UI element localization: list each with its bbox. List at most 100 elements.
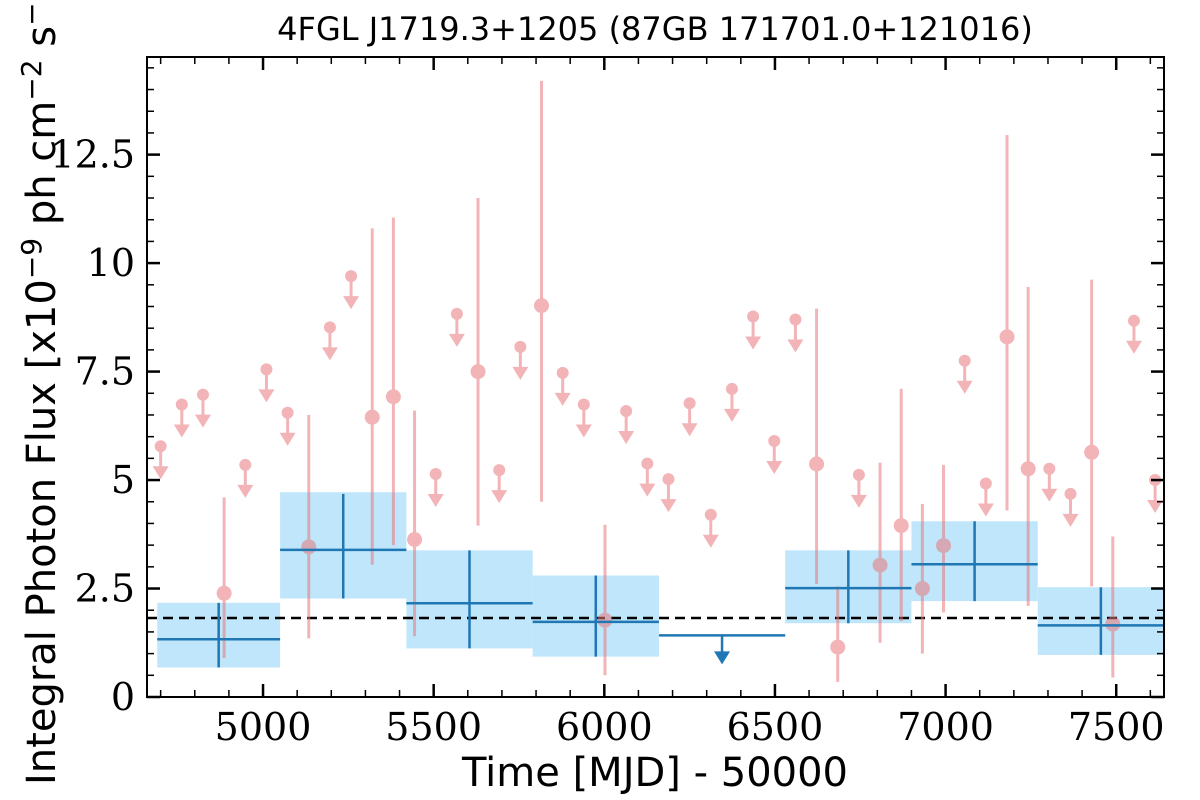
short-bin-upper-limit (681, 397, 698, 437)
short-bin-point (1084, 279, 1100, 587)
short-bin-upper-limit (745, 310, 762, 350)
short-bin-point (385, 217, 401, 546)
short-bin-upper-limit (279, 406, 296, 446)
short-bin-upper-limit (427, 467, 444, 507)
y-tick-label: 0 (111, 675, 135, 719)
long-bin-point (911, 521, 1038, 602)
short-bin-marker (385, 389, 401, 405)
short-bin-marker (999, 329, 1015, 345)
y-axis-label-mid: ph cm (19, 101, 65, 238)
short-bin-marker (830, 639, 846, 655)
long-bin-point (406, 550, 533, 649)
short-bin-upper-limit (723, 382, 740, 422)
upper-limit-arrowhead (237, 484, 254, 498)
short-bin-marker (683, 397, 696, 410)
short-bin-upper-limit (766, 435, 783, 474)
short-bin-marker (1064, 487, 1077, 500)
short-bin-point (597, 524, 613, 676)
upper-limit-arrowhead (258, 389, 275, 403)
short-bin-marker (852, 468, 865, 481)
x-tick-label: 7500 (1068, 705, 1165, 749)
short-bin-marker (704, 508, 717, 521)
short-bin-marker (556, 366, 569, 379)
short-bin-upper-limit (1062, 487, 1079, 527)
short-bin-point (534, 80, 550, 502)
short-bin-marker (809, 456, 825, 472)
upper-limit-arrowhead (321, 347, 338, 361)
short-bin-marker (534, 298, 550, 314)
short-bin-upper-limit (152, 440, 169, 480)
short-bin-marker (470, 364, 486, 380)
long-bin-point (280, 493, 407, 599)
short-bin-marker (260, 363, 273, 376)
short-bin-point (1020, 286, 1036, 606)
upper-limit-arrowhead (850, 494, 867, 508)
upper-limit-arrowhead (152, 466, 169, 480)
upper-limit-arrowhead (956, 380, 973, 394)
x-axis-label: Time [MJD] - 50000 (461, 750, 848, 796)
upper-limit-arrowhead (554, 392, 571, 406)
short-bin-point (809, 308, 825, 585)
long-bin-point (157, 602, 281, 668)
short-bin-upper-limit (448, 307, 465, 347)
short-bin-point (216, 497, 232, 658)
short-bin-marker (281, 406, 294, 419)
axis-ticks: 5000 5500 6000 6500 7000 7500 0 2.5 5 7.5 10 12.5 (50, 57, 1165, 749)
y-tick-label: 2.5 (75, 567, 135, 611)
short-bin-marker (620, 405, 633, 418)
upper-limit-arrowhead (745, 336, 762, 350)
short-bin-point (893, 388, 909, 622)
short-bin-upper-limit (1125, 314, 1142, 354)
short-bin-point (936, 464, 952, 613)
long-bin-point (785, 550, 912, 624)
short-bin-upper-limit (258, 363, 275, 403)
short-bin-point (1105, 536, 1121, 678)
long-bin-point (1037, 587, 1164, 655)
short-bin-marker (429, 467, 442, 480)
y-tick-label: 12.5 (50, 133, 135, 177)
short-bin-marker (1020, 461, 1036, 477)
x-tick-label: 5000 (215, 705, 312, 749)
short-bin-point (364, 228, 380, 565)
short-bin-point (407, 410, 423, 637)
y-axis-label: Integral Photon Flux [x10−9 ph cm−2 s−1] (15, 0, 65, 785)
short-bin-marker (196, 388, 209, 401)
upper-limit-arrowhead (714, 651, 731, 665)
upper-limit-arrowhead (787, 339, 804, 353)
short-bin-marker (662, 473, 675, 486)
y-axis-label-exp1: −9 (15, 238, 48, 279)
short-bin-marker (958, 354, 971, 367)
long-bin-upper-limit (658, 634, 786, 665)
upper-limit-arrowhead (1147, 500, 1164, 514)
y-axis-label-prefix: Integral Photon Flux [x10 (19, 279, 65, 785)
short-bin-marker (493, 464, 506, 477)
upper-limit-arrowhead (491, 490, 508, 504)
short-bin-marker (323, 321, 336, 334)
short-bin-upper-limit (343, 270, 360, 310)
y-axis-label-mid2: s (19, 26, 65, 60)
short-bin-marker (301, 539, 317, 555)
chart-title: 4FGL J1719.3+1205 (87GB 171701.0+121016) (277, 10, 1033, 48)
upper-limit-arrowhead (681, 423, 698, 437)
upper-limit-arrowhead (512, 366, 529, 380)
upper-limit-arrowhead (660, 499, 677, 513)
short-bin-upper-limit (977, 477, 994, 517)
short-bin-upper-limit (321, 321, 338, 361)
y-axis-label-exp2: −2 (15, 59, 48, 100)
upper-limit-arrowhead (194, 414, 211, 428)
short-bin-marker (893, 518, 909, 534)
y-tick-label: 10 (87, 241, 135, 285)
short-bin-point (830, 586, 846, 682)
short-bin-marker (768, 435, 781, 447)
short-bin-point (872, 462, 888, 643)
short-bin-upper-limit (787, 313, 804, 353)
short-bin-marker (1084, 444, 1100, 460)
short-bin-upper-limit (660, 473, 677, 513)
short-bin-upper-limit (1041, 462, 1058, 502)
upper-limit-arrowhead (1125, 340, 1142, 354)
short-bin-upper-limit (194, 388, 211, 428)
plot-area (147, 80, 1164, 682)
short-bin-marker (936, 538, 952, 554)
short-bin-marker (747, 310, 760, 323)
